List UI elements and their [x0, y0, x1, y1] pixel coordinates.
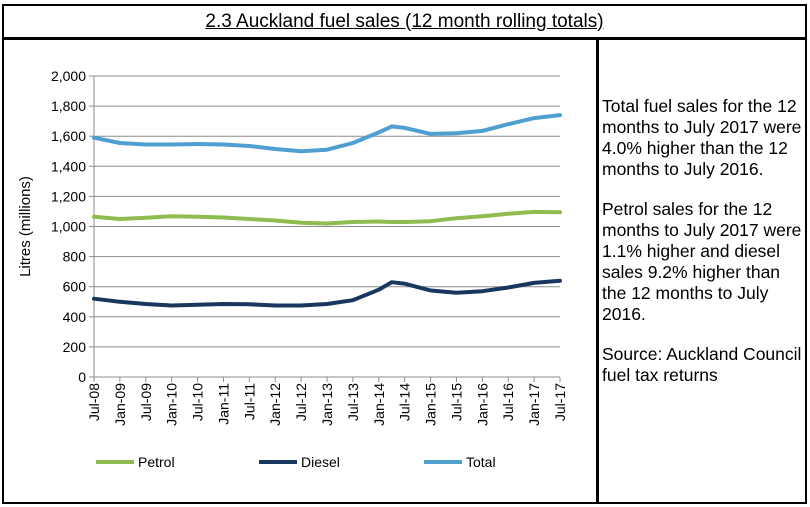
- panel-divider: [596, 40, 599, 502]
- x-tick-label: Jul-11: [241, 383, 257, 420]
- x-tick-label: Jan-15: [423, 383, 439, 426]
- source-note: Source: Auckland Council fuel tax return…: [602, 344, 802, 385]
- y-tick-label: 1,600: [51, 128, 86, 144]
- x-tick-label: Jul-10: [190, 383, 206, 421]
- x-tick-label: Jan-09: [112, 383, 128, 426]
- series-line-petrol: [92, 209, 562, 226]
- chart-area: 0 200 400 600 800 1,000 1,200 1,400 1,600 1,800 2,…: [4, 40, 596, 502]
- y-tick-label: 400: [63, 309, 87, 325]
- commentary-total: Total fuel sales for the 12 months to Ju…: [602, 96, 802, 179]
- series-line-diesel: [92, 278, 562, 308]
- chart-title: 2.3 Auckland fuel sales (12 month rollin…: [205, 10, 604, 32]
- series-line-total: [92, 113, 562, 154]
- x-tick-label: Jan-16: [474, 383, 490, 426]
- x-tick-label: Jul-14: [397, 383, 413, 421]
- y-tick-label: 0: [78, 369, 86, 385]
- x-tick-label: Jul-12: [293, 383, 309, 421]
- x-tick-label: Jul-17: [552, 383, 568, 421]
- line-chart: 0 200 400 600 800 1,000 1,200 1,400 1,600 1,800 2,…: [17, 68, 568, 470]
- x-tick-label: Jan-17: [526, 383, 542, 426]
- y-tick-label: 1,800: [51, 98, 86, 114]
- x-tick-label: Jul-09: [138, 383, 154, 421]
- x-tick-label: Jan-10: [164, 383, 180, 426]
- x-tick-label: Jan-12: [267, 383, 283, 426]
- x-tick-label: Jan-13: [319, 383, 335, 426]
- x-tick-label: Jul-08: [86, 383, 102, 421]
- y-tick-label: 1,200: [51, 188, 86, 204]
- y-tick-label: 1,400: [51, 158, 86, 174]
- y-tick-label: 600: [63, 279, 87, 295]
- x-tick-label: Jul-15: [448, 383, 464, 421]
- title-bar: 2.3 Auckland fuel sales (12 month rollin…: [4, 6, 805, 40]
- y-axis-title: Litres (millions): [17, 176, 34, 277]
- y-tick-label: 1,000: [51, 219, 86, 235]
- y-tick-label: 200: [63, 339, 87, 355]
- x-tick-label: Jul-16: [500, 383, 516, 421]
- figure-frame: 2.3 Auckland fuel sales (12 month rollin…: [2, 4, 807, 504]
- x-tick-label: Jul-13: [345, 383, 361, 421]
- legend-label-petrol: Petrol: [138, 454, 175, 470]
- legend-label-diesel: Diesel: [301, 454, 340, 470]
- y-tick-label: 800: [63, 249, 87, 265]
- y-tick-label: 2,000: [51, 68, 86, 84]
- x-tick-label: Jan-11: [215, 383, 231, 425]
- legend-label-total: Total: [466, 454, 496, 470]
- commentary-petrol-diesel: Petrol sales for the 12 months to July 2…: [602, 199, 802, 324]
- x-tick-label: Jan-14: [371, 383, 387, 426]
- commentary-panel: Total fuel sales for the 12 months to Ju…: [602, 96, 804, 405]
